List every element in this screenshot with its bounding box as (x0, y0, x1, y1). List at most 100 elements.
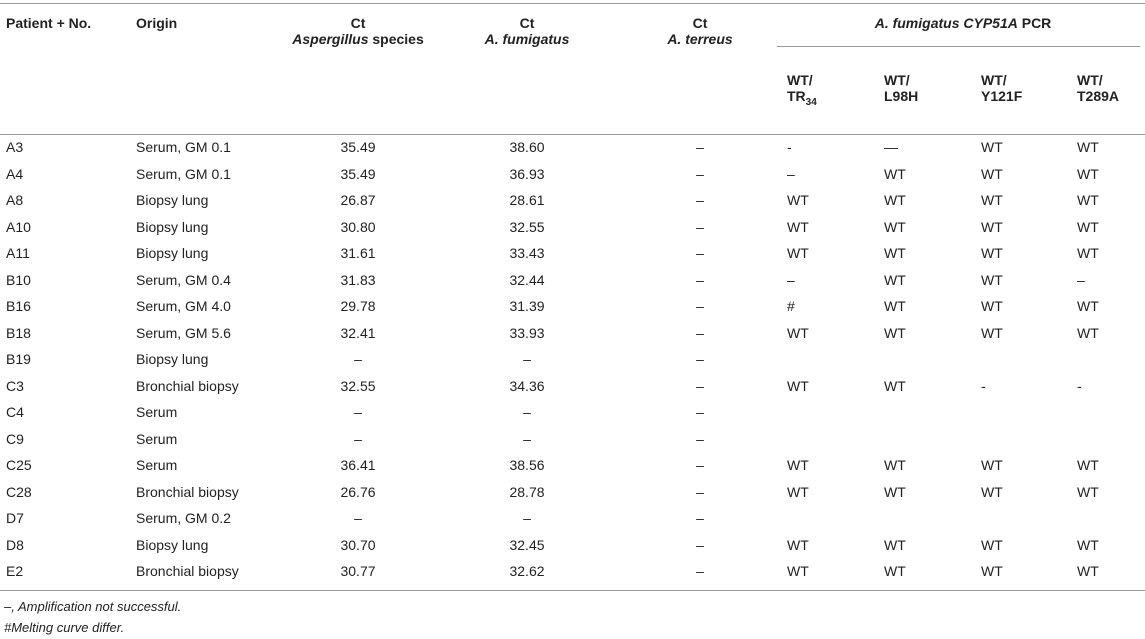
subheader-text: T289A (1077, 88, 1120, 104)
table-cell: - (981, 377, 986, 394)
table-cell: - (1077, 377, 1082, 394)
table-cell: – (523, 351, 531, 367)
table-cell: WT (884, 536, 906, 553)
table-cell: WT (981, 483, 1003, 500)
table-cell: WT (1077, 457, 1099, 473)
table-cell: Biopsy lung (136, 192, 209, 208)
table-cell: C25 (6, 457, 32, 473)
subheader-text: WT/ (1077, 72, 1103, 88)
table-cell: – (696, 351, 704, 367)
table-cell: 30.70 (340, 536, 376, 553)
table-cell: Serum, GM 0.1 (136, 165, 231, 182)
table-cell: Serum (136, 457, 178, 473)
table-cell: – (696, 377, 704, 394)
table-cell: 26.87 (340, 192, 376, 208)
table-cell: – (696, 563, 704, 579)
table-cell: – (696, 165, 704, 182)
table-cell: WT (1077, 218, 1099, 235)
table-cell: WT (1077, 165, 1099, 182)
table-cell: # (787, 298, 795, 314)
table-cell: Serum (136, 404, 178, 420)
table-cell: WT (1077, 536, 1099, 553)
span-rule (777, 46, 1140, 47)
table-cell: B18 (6, 324, 31, 341)
table-cell: 36.93 (509, 165, 545, 182)
table-cell: WT (981, 218, 1003, 235)
table-cell: D8 (6, 536, 24, 553)
table-cell: Serum, GM 0.2 (136, 510, 231, 526)
table-cell: 35.49 (340, 165, 376, 182)
table-cell: - (787, 139, 792, 155)
table-cell: WT (1077, 139, 1099, 155)
header-cell: Ct A. fumigatus (485, 15, 570, 47)
table-cell: C28 (6, 483, 32, 500)
table-cell: 31.61 (340, 245, 376, 261)
table-cell: – (696, 324, 704, 341)
table-cell: WT (884, 483, 906, 500)
table-cell: C4 (6, 404, 24, 420)
table-cell: WT (884, 218, 906, 235)
table-cell: WT (981, 192, 1003, 208)
table-cell: WT (981, 298, 1003, 314)
table-cell: WT (1077, 298, 1099, 314)
table-cell: WT (884, 165, 906, 182)
header-text: Ct (692, 15, 708, 31)
table-cell: WT (981, 245, 1003, 261)
bottom-rule (0, 590, 1145, 591)
table-cell: – (696, 218, 704, 235)
table-cell: A11 (6, 245, 30, 261)
subheader-cell: WT/L98H (884, 72, 918, 104)
table-cell: WT (884, 245, 906, 261)
header-text: Aspergillus (292, 31, 369, 47)
table-cell: WT (787, 192, 809, 208)
table-cell: – (696, 457, 704, 473)
table-cell: WT (884, 377, 906, 394)
table-cell: – (696, 192, 704, 208)
table-cell: WT (1077, 245, 1099, 261)
table-cell: B19 (6, 351, 31, 367)
table-cell: WT (787, 324, 809, 341)
table-cell: E2 (6, 563, 24, 579)
table-cell: WT (884, 271, 906, 288)
table-cell: – (1077, 271, 1085, 288)
table-cell: 34.36 (509, 377, 545, 394)
table-cell: C9 (6, 430, 24, 447)
table-cell: Bronchial biopsy (136, 377, 239, 394)
table-cell: WT (1077, 324, 1099, 341)
table-cell: – (696, 298, 704, 314)
table-cell: 26.76 (340, 483, 376, 500)
subheader-subscript: 34 (805, 96, 817, 108)
footnote: –, Amplification not successful. (4, 599, 182, 614)
table-cell: Bronchial biopsy (136, 563, 239, 579)
table-cell: – (787, 165, 795, 182)
table-cell: – (523, 510, 531, 526)
table-cell: WT (787, 245, 809, 261)
table-cell: 35.49 (340, 139, 376, 155)
table-cell: D7 (6, 510, 24, 526)
table-cell: – (696, 483, 704, 500)
table-cell: WT (787, 457, 809, 473)
header-text: A. fumigatus (484, 31, 570, 47)
table-cell: WT (981, 457, 1003, 473)
table-cell: – (696, 536, 704, 553)
table-cell: B16 (6, 298, 31, 314)
header-cell: Ct A. terreus (667, 15, 732, 47)
header-text: A. terreus (667, 31, 733, 47)
table-cell: Biopsy lung (136, 351, 209, 367)
table-cell: Serum, GM 0.1 (136, 139, 231, 155)
header-text: Ct (519, 15, 535, 31)
table-cell: Biopsy lung (136, 218, 209, 235)
table-cell: WT (981, 271, 1003, 288)
table-cell: Biopsy lung (136, 245, 209, 261)
table-cell: WT (981, 165, 1003, 182)
table-cell: WT (884, 298, 906, 314)
table-cell: – (354, 351, 362, 367)
table-cell: 32.62 (509, 563, 545, 579)
subheader-cell: WT/T289A (1077, 72, 1119, 104)
table-cell: WT (787, 536, 809, 553)
table-cell: WT (981, 324, 1003, 341)
table-cell: 28.61 (509, 192, 545, 208)
table-cell: Biopsy lung (136, 536, 209, 553)
table-cell: 30.80 (340, 218, 376, 235)
table-cell: WT (981, 536, 1003, 553)
